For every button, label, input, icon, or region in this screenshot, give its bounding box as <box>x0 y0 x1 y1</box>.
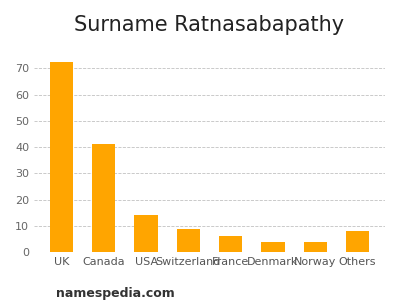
Bar <box>346 231 369 252</box>
Bar <box>304 242 327 252</box>
Bar <box>50 62 73 252</box>
Bar <box>92 145 116 252</box>
Bar <box>177 229 200 252</box>
Bar <box>134 215 158 252</box>
Title: Surname Ratnasabapathy: Surname Ratnasabapathy <box>74 15 344 35</box>
Bar <box>219 236 242 252</box>
Text: namespedia.com: namespedia.com <box>56 287 175 300</box>
Bar <box>261 242 284 252</box>
